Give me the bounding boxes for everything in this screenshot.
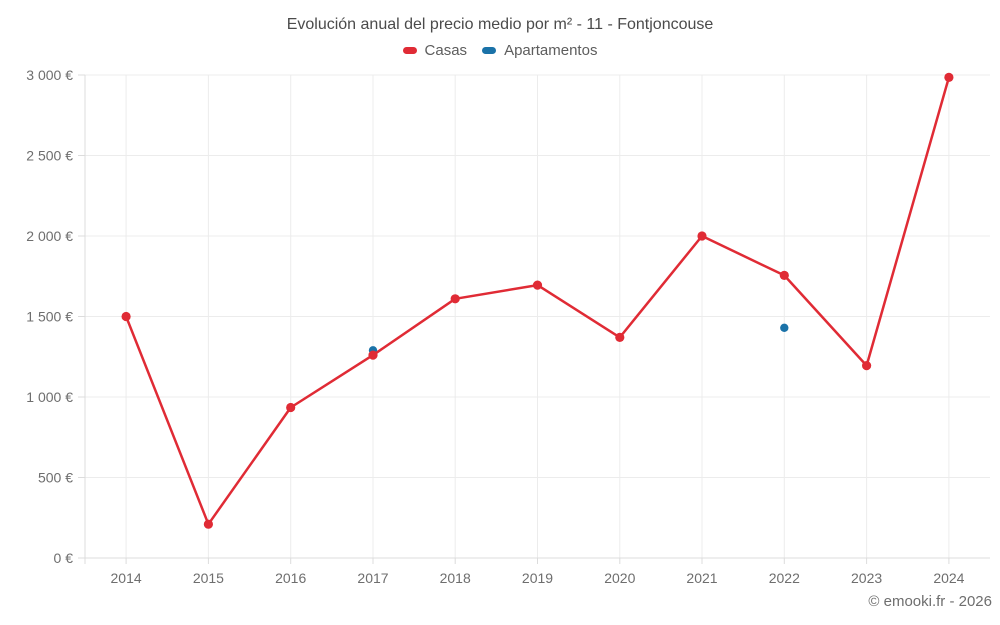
legend-item-casas[interactable]: Casas [402, 42, 468, 59]
x-axis-label: 2019 [522, 570, 553, 586]
y-axis-label: 0 € [54, 550, 74, 566]
x-axis-label: 2016 [275, 570, 306, 586]
y-axis-label: 1 500 € [26, 309, 73, 325]
x-axis-label: 2021 [686, 570, 717, 586]
y-axis-label: 2 000 € [26, 228, 73, 244]
y-axis-label: 2 500 € [26, 148, 73, 164]
x-axis-label: 2014 [111, 570, 142, 586]
casas-point[interactable] [697, 231, 707, 241]
apartamentos-swatch-icon [482, 47, 497, 54]
x-axis-label: 2017 [357, 570, 388, 586]
legend: Casas Apartamentos [0, 42, 1000, 59]
y-axis-label: 3 000 € [26, 67, 73, 83]
legend-label-casas: Casas [424, 42, 468, 59]
casas-point[interactable] [121, 311, 131, 322]
casas-point[interactable] [286, 402, 296, 413]
x-axis-label: 2015 [193, 570, 224, 586]
footer-credit: © emooki.fr - 2026 [868, 593, 992, 610]
x-axis-label: 2024 [933, 570, 964, 586]
x-axis-label: 2022 [769, 570, 800, 586]
casas-point[interactable] [615, 332, 625, 342]
casas-point[interactable] [779, 270, 789, 280]
casas-point[interactable] [532, 280, 543, 290]
y-axis-label: 1 000 € [26, 389, 73, 405]
legend-item-apartamentos[interactable]: Apartamentos [482, 42, 597, 59]
x-axis-label: 2018 [440, 570, 471, 586]
casas-swatch-icon [402, 47, 417, 54]
chart-title: Evolución anual del precio medio por m² … [286, 16, 714, 33]
casas-point[interactable] [862, 361, 872, 371]
casas-point[interactable] [203, 519, 213, 529]
y-axis-label: 500 € [38, 470, 73, 486]
casas-point[interactable] [368, 350, 378, 360]
casas-point[interactable] [450, 294, 460, 304]
x-axis-label: 2023 [851, 570, 882, 586]
casas-point[interactable] [944, 72, 954, 82]
legend-label-apartamentos: Apartamentos [504, 42, 598, 59]
apartamentos-point[interactable] [780, 323, 789, 332]
x-axis-label: 2020 [604, 570, 635, 586]
